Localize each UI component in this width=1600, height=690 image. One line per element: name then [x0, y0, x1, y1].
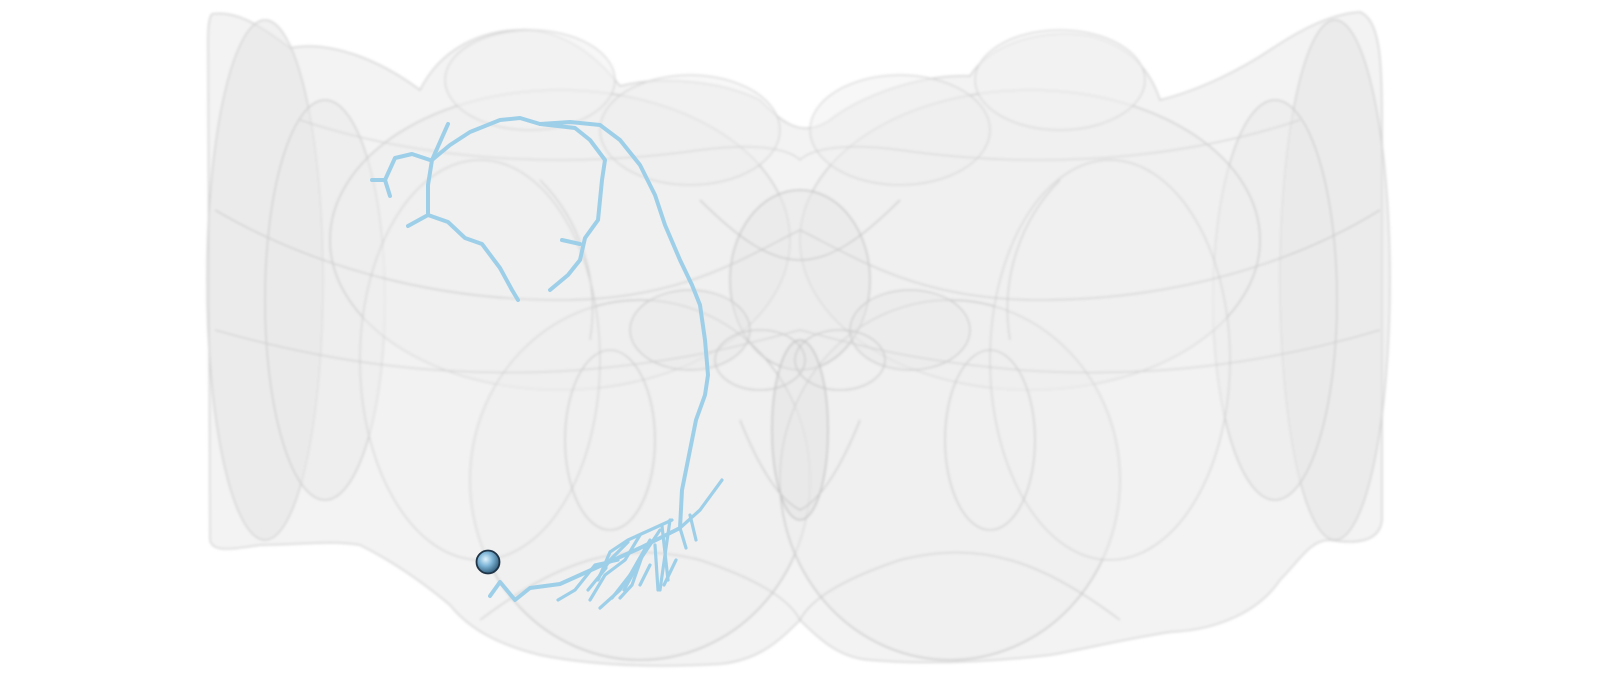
neuron-branch [370, 152, 432, 182]
neuron-skeleton[interactable] [370, 116, 724, 610]
neuron-branch [383, 178, 392, 198]
brain-mesh [206, 11, 1391, 667]
neuron-main-arbor [426, 116, 710, 602]
neuron-terminal-arbor [556, 478, 724, 610]
neuron-branch [430, 122, 450, 162]
neuron-branch [406, 213, 430, 228]
neuron-branch [560, 238, 582, 246]
neuron-soma[interactable] [475, 549, 501, 575]
neuron-branch [538, 122, 607, 292]
neuron-branch [426, 213, 520, 302]
